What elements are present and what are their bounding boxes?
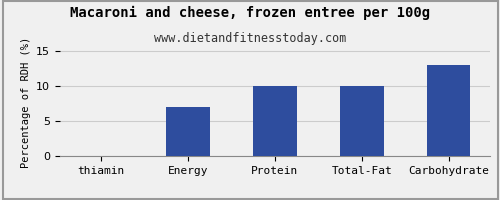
Bar <box>254 86 296 156</box>
Bar <box>166 107 210 156</box>
Bar <box>340 86 384 156</box>
Text: Macaroni and cheese, frozen entree per 100g: Macaroni and cheese, frozen entree per 1… <box>70 6 430 20</box>
Bar <box>427 65 470 156</box>
Y-axis label: Percentage of RDH (%): Percentage of RDH (%) <box>20 36 30 168</box>
Text: www.dietandfitnesstoday.com: www.dietandfitnesstoday.com <box>154 32 346 45</box>
